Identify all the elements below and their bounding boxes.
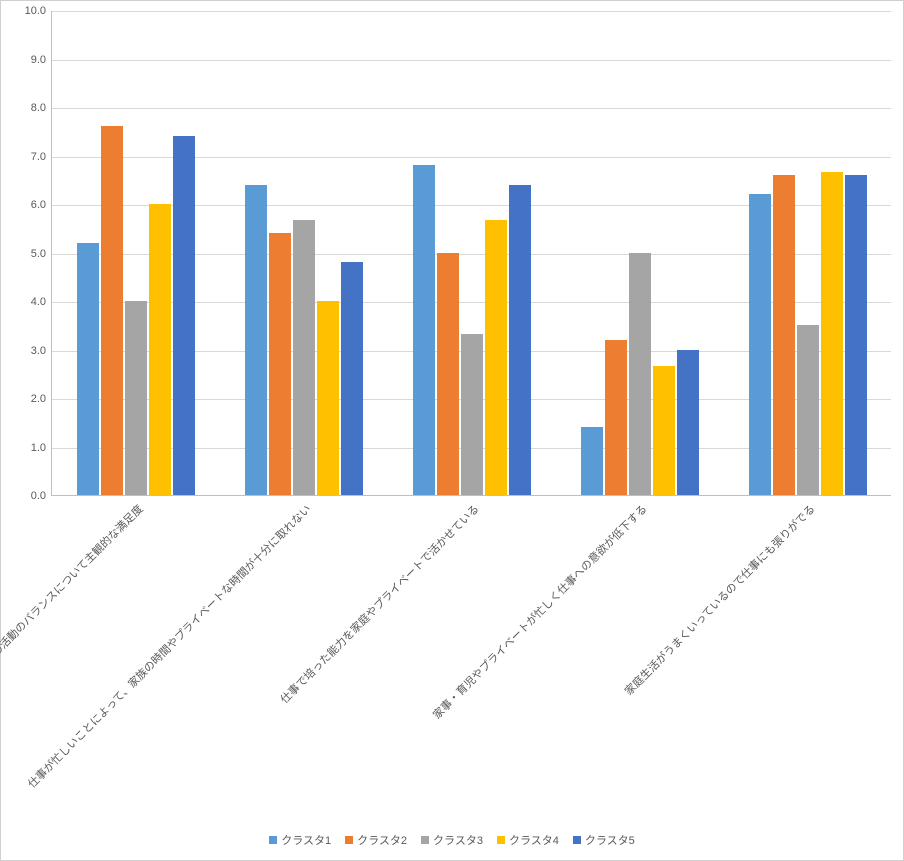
legend-item: クラスタ5 [573, 832, 635, 848]
bar [629, 253, 651, 496]
x-axis-labels: 仕事と仕事以外の活動のバランスについて主観的な満足度仕事が忙しいことによって、家… [51, 501, 891, 806]
bar [149, 204, 171, 495]
bar [797, 325, 819, 495]
legend-swatch [573, 836, 581, 844]
bar [413, 165, 435, 495]
y-tick-label: 0.0 [31, 490, 46, 502]
x-tick-label: 家庭生活がうまくいっているので仕事にも張りがでる [621, 501, 819, 699]
x-tick-label: 仕事が忙しいことによって、家族の時間やプライベートな時間が十分に取れない [24, 501, 314, 791]
bar [341, 262, 363, 495]
bar [437, 253, 459, 496]
legend-item: クラスタ2 [345, 832, 407, 848]
y-tick-label: 1.0 [31, 442, 46, 454]
legend-label: クラスタ2 [357, 832, 407, 848]
legend-label: クラスタ1 [281, 832, 331, 848]
y-tick-label: 5.0 [31, 248, 46, 260]
legend-label: クラスタ3 [433, 832, 483, 848]
bar [269, 233, 291, 495]
y-tick-label: 10.0 [25, 5, 46, 17]
legend-swatch [345, 836, 353, 844]
y-tick-label: 9.0 [31, 54, 46, 66]
y-tick-label: 6.0 [31, 199, 46, 211]
bar [173, 136, 195, 495]
bar [485, 220, 507, 495]
x-tick-label: 家事・育児やプライベートが忙しく仕事への意欲が低下する [429, 501, 650, 722]
y-tick-label: 7.0 [31, 151, 46, 163]
y-tick-label: 2.0 [31, 393, 46, 405]
bar [605, 340, 627, 495]
bar [845, 175, 867, 495]
bar [125, 301, 147, 495]
bar [821, 172, 843, 495]
y-tick-label: 4.0 [31, 296, 46, 308]
bar [317, 301, 339, 495]
legend-label: クラスタ4 [509, 832, 559, 848]
bar [581, 427, 603, 495]
bar [461, 334, 483, 496]
bar [293, 220, 315, 495]
legend-item: クラスタ1 [269, 832, 331, 848]
bar [749, 194, 771, 495]
y-tick-label: 8.0 [31, 102, 46, 114]
plot-area: 0.01.02.03.04.05.06.07.08.09.010.0 [51, 11, 891, 496]
legend-swatch [497, 836, 505, 844]
legend-label: クラスタ5 [585, 832, 635, 848]
bar [509, 185, 531, 495]
y-tick-label: 3.0 [31, 345, 46, 357]
legend: クラスタ1 クラスタ2 クラスタ3 クラスタ4 クラスタ5 [1, 832, 903, 848]
legend-swatch [269, 836, 277, 844]
chart-container: 0.01.02.03.04.05.06.07.08.09.010.0 仕事と仕事… [0, 0, 904, 861]
legend-swatch [421, 836, 429, 844]
bar [77, 243, 99, 495]
bar [773, 175, 795, 495]
bar [245, 185, 267, 495]
legend-item: クラスタ4 [497, 832, 559, 848]
legend-item: クラスタ3 [421, 832, 483, 848]
bar [653, 366, 675, 495]
bar [101, 126, 123, 495]
x-tick-label: 仕事で培った能力を家庭やプライベートで活かせている [277, 501, 483, 707]
bar [677, 350, 699, 496]
bars-layer [52, 11, 891, 495]
